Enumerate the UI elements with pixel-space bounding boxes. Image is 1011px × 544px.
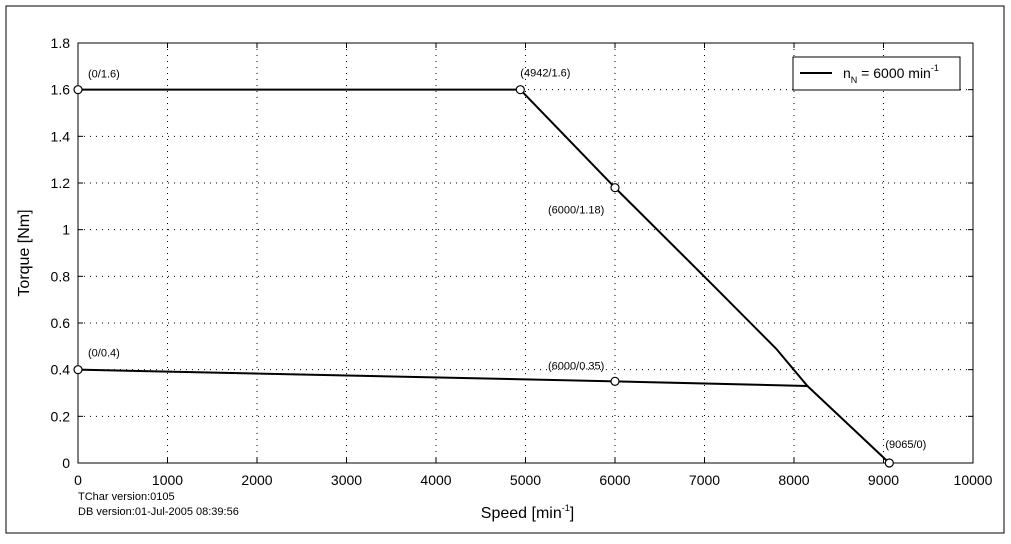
- y-tick-label: 0.2: [51, 408, 71, 424]
- data-point-marker: [73, 365, 83, 375]
- x-tick-label: 7000: [689, 472, 720, 488]
- data-point-marker: [884, 458, 894, 468]
- x-tick-label: 6000: [599, 472, 630, 488]
- y-tick-label: 0.8: [51, 268, 71, 284]
- ticks: 0 1000 2000 3000 4000 5000 6000 7000 8000 9000 100…: [51, 35, 993, 488]
- marker-layer: [73, 85, 894, 468]
- y-tick-label: 1.2: [51, 175, 71, 191]
- legend-label-sub: N: [851, 75, 858, 85]
- x-axis-label-base: Speed [min: [481, 505, 562, 522]
- data-point-label: (6000/1.18): [548, 205, 604, 217]
- x-tick-label: 9000: [868, 472, 899, 488]
- data-point-marker: [610, 183, 620, 193]
- figure-frame: [5, 5, 1005, 534]
- x-tick-label: 5000: [510, 472, 541, 488]
- x-tick-label: 8000: [778, 472, 809, 488]
- data-point-marker: [515, 85, 525, 95]
- legend-label-eq: = 6000 min: [857, 65, 931, 81]
- x-tick-label: 3000: [331, 472, 362, 488]
- legend-label-sup: -1: [931, 63, 939, 73]
- y-tick-label: 1: [62, 222, 70, 238]
- y-tick-label: 1.6: [51, 82, 71, 98]
- data-point-label: (6000/0.35): [548, 360, 604, 372]
- data-point-label: (0/1.6): [88, 69, 120, 81]
- y-axis-label: Torque [Nm]: [16, 209, 33, 296]
- legend-label: nN = 6000 min-1: [843, 63, 939, 85]
- x-axis-label: Speed [min-1]: [481, 503, 574, 522]
- data-point-label: (0/0.4): [88, 348, 120, 360]
- data-point-marker: [73, 85, 83, 95]
- x-tick-label: 4000: [420, 472, 451, 488]
- x-axis-label-close: ]: [570, 505, 574, 522]
- x-tick-label: 1000: [152, 472, 183, 488]
- legend-label-n: n: [843, 65, 851, 81]
- y-tick-label: 0: [62, 455, 70, 471]
- data-point-marker: [610, 376, 620, 386]
- data-point-label: (9065/0): [885, 439, 926, 451]
- y-tick-label: 1.4: [51, 128, 71, 144]
- y-tick-label: 0.6: [51, 315, 71, 331]
- x-tick-label: 10000: [954, 472, 993, 488]
- annotation-layer: (0/1.6) (4942/1.6) (6000/1.18) (0/0.4) (6000…: [88, 68, 926, 451]
- y-tick-label: 1.8: [51, 35, 71, 51]
- legend: nN = 6000 min-1: [792, 56, 961, 91]
- data-point-label: (4942/1.6): [520, 68, 570, 80]
- tchar-version-note: TChar version:0105: [78, 491, 175, 503]
- x-tick-label: 0: [74, 472, 82, 488]
- grid: [78, 43, 973, 463]
- x-axis-label-sup: -1: [562, 503, 570, 513]
- y-tick-label: 0.4: [51, 362, 71, 378]
- x-tick-label: 2000: [241, 472, 272, 488]
- db-version-note: DB version:01-Jul-2005 08:39:56: [78, 506, 239, 518]
